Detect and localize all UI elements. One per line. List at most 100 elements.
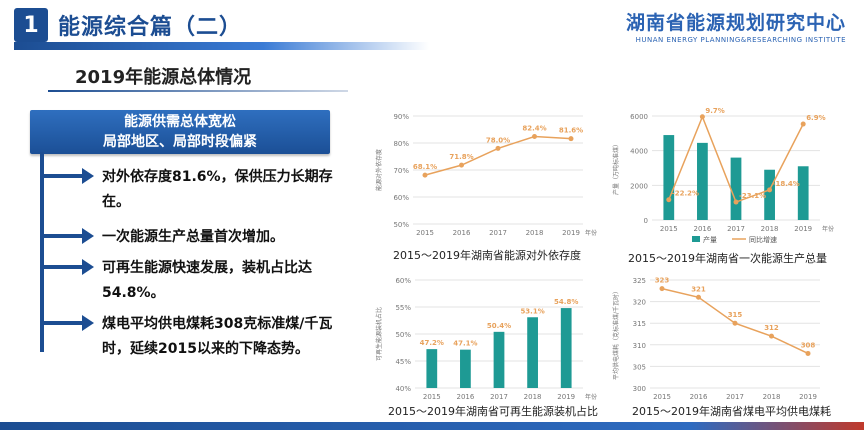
arrow-icon bbox=[44, 315, 94, 331]
point-item: 煤电平均供电煤耗308克标准煤/千瓦时，延续2015以来的下降态势。 bbox=[44, 312, 352, 362]
page-subtitle: 2019年能源总体情况 bbox=[75, 67, 252, 88]
data-point bbox=[459, 162, 464, 168]
bar bbox=[797, 166, 809, 220]
y-tick-label: 50% bbox=[395, 331, 411, 339]
bar bbox=[764, 169, 775, 220]
x-tick-label: 2015 bbox=[423, 393, 441, 401]
x-tick-label: 2018 bbox=[524, 393, 542, 401]
y-axis-label: 平均供电煤耗（克标准煤/千瓦时） bbox=[612, 288, 620, 380]
y-tick-label: 4000 bbox=[630, 148, 648, 156]
growth-label: 9.7% bbox=[705, 108, 724, 115]
y-tick-label: 80% bbox=[393, 140, 409, 148]
y-tick-label: 60% bbox=[395, 277, 411, 285]
data-point bbox=[532, 134, 537, 140]
bar bbox=[560, 308, 572, 388]
growth-point bbox=[666, 197, 672, 203]
subtitle-divider bbox=[48, 90, 348, 92]
y-tick-label: 40% bbox=[395, 385, 411, 393]
growth-point bbox=[767, 187, 773, 193]
x-tick-label: 2017 bbox=[726, 393, 744, 401]
growth-point bbox=[733, 199, 739, 205]
x-tick-label: 2018 bbox=[763, 393, 781, 401]
point-text: 一次能源生产总量首次增加。 bbox=[102, 229, 284, 245]
data-label: 50.4% bbox=[487, 322, 511, 330]
data-point bbox=[659, 286, 665, 292]
title-underline bbox=[14, 42, 429, 50]
data-point bbox=[805, 350, 811, 356]
y-tick-label: 50% bbox=[393, 221, 409, 229]
bar bbox=[426, 349, 438, 388]
org-name-cn: 湖南省能源规划研究中心 bbox=[625, 12, 846, 34]
y-tick-label: 6000 bbox=[630, 113, 648, 121]
timeline-connector bbox=[40, 152, 44, 352]
growth-point bbox=[800, 121, 806, 127]
summary-box: 能源供需总体宽松 局部地区、局部时段偏紧 bbox=[30, 110, 330, 154]
x-tick-label: 2017 bbox=[490, 393, 508, 401]
chart-caption: 2015～2019年湖南省可再生能源装机占比 bbox=[388, 405, 598, 418]
x-tick-label: 2019 bbox=[799, 393, 817, 401]
header: 1 能源综合篇（二） 湖南省能源规划研究中心 HUNAN ENERGY PLAN… bbox=[0, 0, 864, 50]
x-tick-label: 2017 bbox=[727, 225, 745, 233]
x-tick-label: 2018 bbox=[761, 225, 779, 233]
growth-label: -22.2% bbox=[672, 190, 699, 198]
y-axis-label: 可再生能源装机占比 bbox=[375, 307, 383, 361]
chart-production: 0 2000 4000 6000 产量（万吨标准煤） 年份 2015 2016 2017 2018… bbox=[612, 108, 842, 248]
arrow-icon bbox=[44, 259, 94, 275]
arrow-icon bbox=[44, 228, 94, 244]
y-tick-label: 0 bbox=[644, 217, 648, 225]
point-item: 对外依存度81.6%，保供压力长期存在。 bbox=[44, 165, 352, 215]
growth-label: -18.4% bbox=[773, 180, 800, 188]
x-tick-label: 2018 bbox=[526, 229, 544, 237]
data-point bbox=[732, 320, 738, 326]
chart-coal-svg: 300 305 310 315 320 325 平均供电煤耗（克标准煤/千瓦时） 323 321… bbox=[612, 277, 820, 401]
data-label: 78.0% bbox=[486, 136, 510, 144]
data-label: 321 bbox=[691, 285, 706, 293]
point-text: 对外依存度81.6%，保供压力长期存在。 bbox=[102, 169, 333, 210]
chart-caption: 2015～2019年湖南省一次能源生产总量 bbox=[628, 252, 827, 265]
y-tick-label: 325 bbox=[633, 277, 646, 285]
section-title: 能源综合篇（二） bbox=[58, 15, 243, 40]
data-label: 308 bbox=[801, 341, 816, 349]
chart-caption: 2015～2019年湖南省煤电平均供电煤耗 bbox=[632, 405, 831, 418]
y-tick-label: 2000 bbox=[630, 182, 648, 190]
x-tick-label: 2016 bbox=[690, 393, 708, 401]
org-name-en: HUNAN ENERGY PLANNING&RESEARCHING INSTIT… bbox=[635, 36, 846, 44]
legend-swatch-bar bbox=[692, 236, 700, 242]
data-label: 312 bbox=[764, 324, 779, 332]
data-label: 82.4% bbox=[522, 125, 546, 133]
data-point bbox=[568, 136, 574, 142]
org-logo: 湖南省能源规划研究中心 HUNAN ENERGY PLANNING&RESEAR… bbox=[626, 8, 846, 44]
y-axis-label: 能源对外依存度 bbox=[375, 149, 383, 191]
x-tick-label: 2017 bbox=[489, 229, 507, 237]
arrow-icon bbox=[44, 168, 94, 184]
point-text: 可再生能源快速发展，装机占比达54.8%。 bbox=[102, 260, 312, 301]
data-label: 323 bbox=[655, 277, 670, 285]
chart-dependency: 50% 60% 70% 80% 90% 能源对外依存度 年份 68.1% 71.8% 78.0% 8… bbox=[375, 108, 605, 238]
chart-caption: 2015～2019年湖南省能源对外依存度 bbox=[393, 249, 581, 262]
summary-line-2: 局部地区、局部时段偏紧 bbox=[103, 134, 257, 150]
x-axis-unit: 年份 bbox=[585, 229, 597, 237]
bar bbox=[697, 142, 708, 220]
y-tick-label: 315 bbox=[633, 320, 646, 328]
x-tick-label: 2015 bbox=[653, 393, 671, 401]
data-label: 68.1% bbox=[413, 163, 437, 171]
data-point bbox=[495, 145, 501, 151]
y-tick-label: 60% bbox=[393, 194, 409, 202]
x-axis-unit: 年份 bbox=[822, 225, 834, 233]
y-tick-label: 55% bbox=[395, 304, 411, 312]
data-label: 53.1% bbox=[520, 307, 544, 315]
x-tick-label: 2016 bbox=[453, 229, 471, 237]
chart-coal-consumption: 300 305 310 315 320 325 平均供电煤耗（克标准煤/千瓦时） 323 321… bbox=[612, 272, 842, 402]
y-tick-label: 45% bbox=[395, 358, 411, 366]
legend-label: 产量 bbox=[703, 235, 717, 244]
growth-point bbox=[699, 114, 705, 120]
y-tick-label: 300 bbox=[633, 385, 646, 393]
data-label: 47.2% bbox=[420, 339, 444, 347]
bar bbox=[663, 135, 675, 220]
chart-renewable: 40% 45% 50% 55% 60% 可再生能源装机占比 年份 47.2% 47.1% 50.4… bbox=[375, 272, 605, 402]
data-point bbox=[696, 294, 701, 300]
footer-bar bbox=[0, 422, 864, 430]
data-label: 54.8% bbox=[554, 298, 578, 306]
